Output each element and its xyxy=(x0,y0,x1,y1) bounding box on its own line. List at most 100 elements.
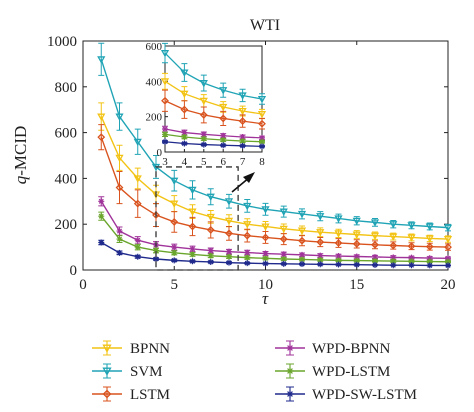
data-point xyxy=(370,219,380,227)
series-bpnn xyxy=(97,102,453,244)
inset-series-lstm xyxy=(161,89,266,130)
legend-entry-wpd-sw-lstm: WPD-SW-LSTM xyxy=(275,386,417,403)
inset-series-line xyxy=(164,133,263,143)
data-point xyxy=(426,258,433,265)
data-point xyxy=(239,142,246,149)
data-point xyxy=(152,211,160,219)
data-point xyxy=(425,242,434,251)
data-point xyxy=(280,256,287,263)
inset-series-wpd-lstm xyxy=(162,131,265,145)
data-point xyxy=(162,126,168,133)
data-point xyxy=(353,257,360,264)
error-bar xyxy=(207,188,214,206)
data-point xyxy=(199,110,208,119)
data-point xyxy=(180,105,189,114)
data-point xyxy=(226,248,232,255)
data-point xyxy=(286,344,294,352)
data-point xyxy=(238,107,247,116)
inset-y-tick-label: 400 xyxy=(146,76,163,88)
error-bar xyxy=(244,228,251,243)
data-point xyxy=(286,390,294,398)
data-point xyxy=(262,255,269,262)
data-point xyxy=(425,235,434,243)
x-tick-label: 20 xyxy=(441,277,456,293)
data-point xyxy=(299,261,305,268)
data-point xyxy=(389,233,398,241)
x-tick-label: 0 xyxy=(79,277,87,293)
data-point xyxy=(115,183,124,192)
y-tick-label: 200 xyxy=(55,217,78,233)
data-point xyxy=(425,223,434,231)
data-point xyxy=(181,140,188,147)
data-point xyxy=(445,258,451,265)
data-point xyxy=(262,250,269,257)
inset-x-tick-label: 5 xyxy=(201,156,207,168)
data-point xyxy=(352,231,361,239)
data-point xyxy=(171,249,178,256)
data-point xyxy=(372,253,378,260)
inset-error-bar xyxy=(220,82,227,98)
inset-x-tick-label: 6 xyxy=(220,156,226,168)
error-bar xyxy=(134,167,141,190)
data-point xyxy=(199,80,208,88)
data-point xyxy=(206,226,215,234)
error-bar xyxy=(116,144,123,171)
data-point xyxy=(372,261,378,268)
x-tick-label: 15 xyxy=(349,277,364,293)
inset-error-bar xyxy=(162,42,168,64)
y-tick-label: 800 xyxy=(55,80,78,96)
zoom-box xyxy=(155,166,239,271)
data-point xyxy=(258,119,266,128)
legend-label: WPD-LSTM xyxy=(312,364,390,380)
data-point xyxy=(444,243,452,252)
data-point xyxy=(243,221,252,229)
data-point xyxy=(219,87,228,95)
data-point xyxy=(279,235,288,244)
data-point xyxy=(280,251,287,258)
data-point xyxy=(160,50,170,58)
inset-series-bpnn xyxy=(160,72,267,120)
data-point xyxy=(299,251,305,258)
inset-series-line xyxy=(164,141,263,147)
data-point xyxy=(445,255,451,262)
inset-error-bar xyxy=(239,114,246,128)
data-point xyxy=(243,202,252,211)
data-point xyxy=(220,132,227,139)
inset-y-tick-label: 0 xyxy=(157,147,163,159)
y-axis-label-prefix: q xyxy=(11,175,30,184)
data-point xyxy=(408,258,415,265)
data-point xyxy=(219,103,228,112)
data-point xyxy=(244,254,251,261)
data-point xyxy=(334,215,343,223)
data-point xyxy=(134,237,141,244)
data-point xyxy=(97,56,106,64)
data-point xyxy=(180,69,189,77)
legend-entry-bpnn: BPNN xyxy=(92,340,170,357)
data-point xyxy=(353,253,360,260)
inset-error-bar xyxy=(200,74,207,92)
data-point xyxy=(353,261,360,268)
inset-error-bar xyxy=(200,106,207,124)
error-bar xyxy=(134,128,141,155)
y-tick-label: 600 xyxy=(55,126,78,142)
data-point xyxy=(171,257,178,264)
inset-x-tick-label: 7 xyxy=(240,156,246,168)
data-point xyxy=(279,208,288,216)
data-point xyxy=(133,175,142,183)
data-point xyxy=(225,229,233,238)
data-point xyxy=(259,134,265,141)
data-point xyxy=(316,229,325,237)
data-point xyxy=(224,198,234,206)
data-point xyxy=(162,138,168,145)
data-point xyxy=(162,131,168,138)
legend-label: WPD-BPNN xyxy=(312,341,391,357)
error-bar xyxy=(171,169,178,192)
data-point xyxy=(207,258,214,265)
data-point xyxy=(259,138,265,145)
data-point xyxy=(390,254,397,261)
data-point xyxy=(262,260,269,267)
data-point xyxy=(407,242,416,251)
data-point xyxy=(239,133,246,140)
data-point xyxy=(181,129,188,136)
